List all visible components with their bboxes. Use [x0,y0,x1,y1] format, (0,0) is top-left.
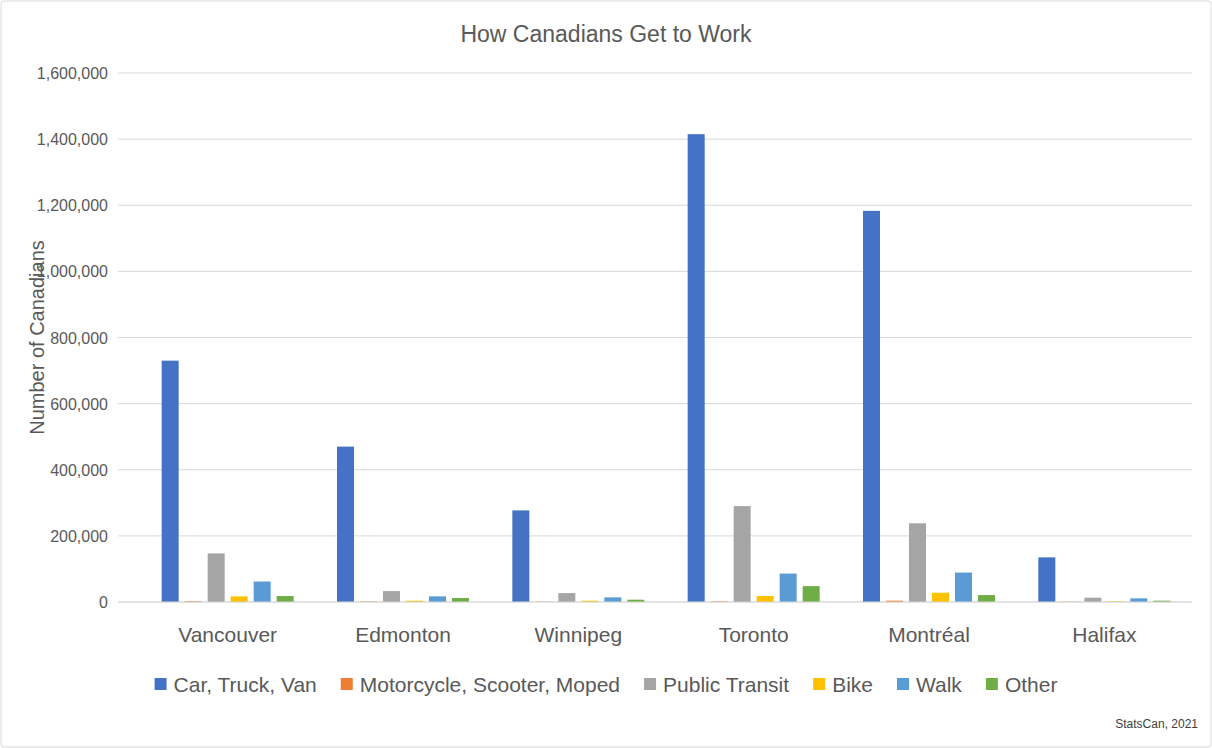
bar [688,134,705,602]
bar [1130,598,1147,602]
legend-swatch [644,678,656,690]
bar [1084,598,1101,602]
bar [231,596,248,602]
bar [803,586,820,602]
y-tick-label: 400,000 [50,462,108,479]
bar [757,596,774,602]
legend-swatch [813,678,825,690]
legend-swatch [897,678,909,690]
chart: How Canadians Get to Work 0 200,000 400,000… [0,0,1212,748]
y-tick-label: 800,000 [50,330,108,347]
grid-line [118,602,1192,603]
legend-label: Walk [916,673,962,696]
bar [558,593,575,602]
y-tick-label: 200,000 [50,528,108,545]
bar [1038,557,1055,602]
x-tick-label: Montréal [888,623,970,646]
source: StatsCan, 2021 [1115,717,1198,731]
x-tick-label: Halifax [1072,623,1137,646]
legend-swatch [986,678,998,690]
bar [734,506,751,602]
x-tick-label: Winnipeg [535,623,623,646]
legend: Car, Truck, Van Motorcycle, Scooter, Mope… [155,673,1058,696]
bar [932,593,949,602]
y-axis-label: Number of Canadians [26,240,48,435]
grid-line [118,205,1192,206]
legend-label: Car, Truck, Van [174,673,317,696]
legend-item: Public Transit [644,673,789,696]
bar [909,523,926,602]
grid-line [118,535,1192,536]
grid-line [118,337,1192,338]
y-tick-label: 0 [99,594,108,611]
grid-line [118,73,1192,74]
grid [118,73,1192,602]
legend-swatch [341,678,353,690]
bar [604,597,621,602]
legend-label: Motorcycle, Scooter, Moped [360,673,620,696]
bar [254,582,271,602]
legend-item: Walk [897,673,962,696]
y-tick-label: 600,000 [50,396,108,413]
x-axis-line [118,602,1192,603]
x-tick-label: Toronto [719,623,789,646]
title: How Canadians Get to Work [460,21,752,47]
bar [512,510,529,602]
legend-swatch [155,678,167,690]
legend-label: Bike [832,673,873,696]
grid-line [118,469,1192,470]
legend-label: Other [1005,673,1058,696]
bar [383,591,400,602]
bar [208,553,225,602]
bars [162,134,1171,602]
y-tick-label: 1,600,000 [37,65,108,82]
bar [955,573,972,602]
bar [780,574,797,602]
grid-line [118,403,1192,404]
x-tick-label: Edmonton [355,623,451,646]
legend-item: Bike [813,673,873,696]
bar [277,596,294,602]
y-tick-label: 1,200,000 [37,197,108,214]
legend-item: Other [986,673,1058,696]
chart-border [1,1,1211,747]
legend-label: Public Transit [663,673,789,696]
bar [452,598,469,602]
bar [863,211,880,602]
y-tick-label: 1,400,000 [37,131,108,148]
legend-item: Car, Truck, Van [155,673,317,696]
bar [429,596,446,602]
grid-line [118,139,1192,140]
bar [162,361,179,602]
grid-line [118,271,1192,272]
bar [978,595,995,602]
legend-item: Motorcycle, Scooter, Moped [341,673,620,696]
x-tick-label: Vancouver [178,623,277,646]
bar [337,447,354,602]
